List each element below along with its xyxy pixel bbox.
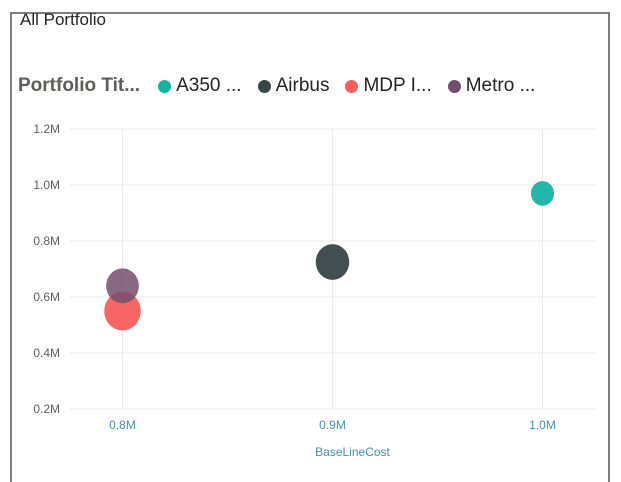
bubble-metro[interactable] — [106, 268, 139, 304]
x-tick-label: 0.9M — [319, 418, 346, 432]
legend-label: A350 ... — [176, 75, 242, 96]
legend-item-airbus[interactable]: Airbus — [257, 75, 330, 97]
legend-marker — [345, 79, 359, 93]
y-tick-label: 0.4M — [33, 346, 60, 360]
legend-label: Metro ... — [465, 75, 536, 96]
legend-marker — [257, 79, 271, 93]
x-tick-label: 0.8M — [109, 418, 136, 432]
legend-title: Portfolio Tit... — [18, 75, 141, 96]
legend: Portfolio Tit... A350 ... Airbus MDP I..… — [18, 73, 551, 99]
legend-item-mdp[interactable]: MDP I... — [345, 75, 432, 97]
y-tick-label: 1.2M — [33, 122, 60, 136]
bubble-airbus[interactable] — [315, 244, 350, 280]
visual-card[interactable] — [10, 12, 610, 482]
y-tick-label: 0.8M — [33, 234, 60, 248]
visual-title: All Portfolio — [20, 10, 106, 29]
bubble-mdp-i[interactable] — [104, 291, 141, 331]
y-tick-label: 1.0M — [33, 178, 60, 192]
legend-marker — [447, 79, 461, 93]
bubble-a350[interactable] — [530, 181, 555, 206]
legend-item-metro[interactable]: Metro ... — [447, 75, 536, 97]
legend-marker — [158, 79, 172, 93]
x-axis-title: BaseLineCost — [315, 445, 390, 459]
legend-label: MDP I... — [363, 75, 432, 96]
y-tick-label: 0.2M — [33, 402, 60, 416]
x-tick-label: 1.0M — [529, 418, 556, 432]
y-tick-label: 0.6M — [33, 290, 60, 304]
legend-label: Airbus — [275, 75, 330, 96]
legend-item-a350[interactable]: A350 ... — [158, 75, 242, 97]
